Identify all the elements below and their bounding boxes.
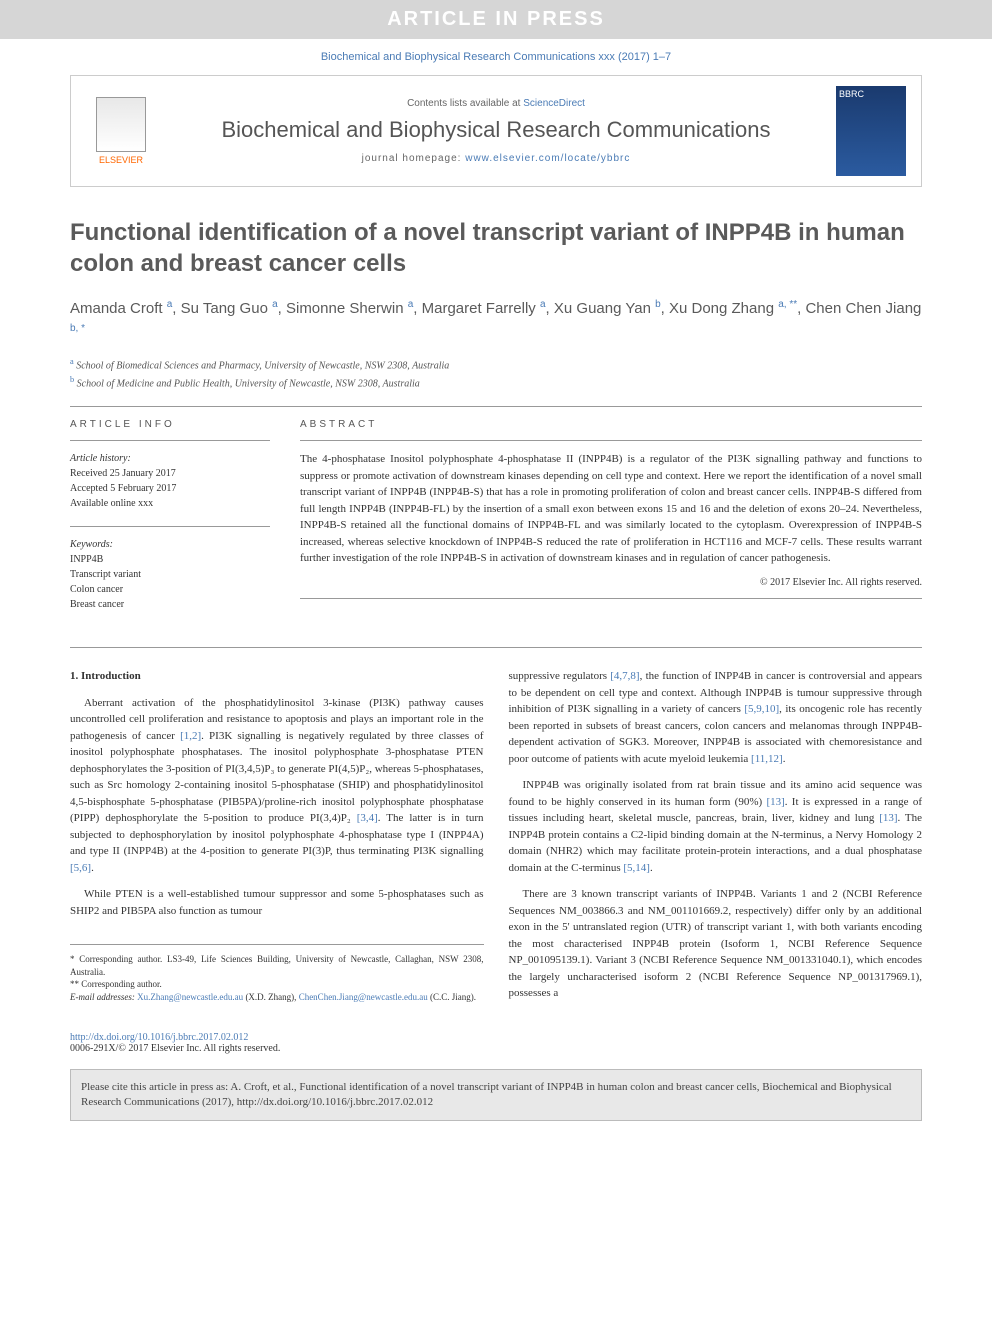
article-in-press-banner: ARTICLE IN PRESS (0, 0, 992, 39)
doi-block: http://dx.doi.org/10.1016/j.bbrc.2017.02… (70, 1032, 922, 1054)
body-paragraph: suppressive regulators [4,7,8], the func… (509, 668, 923, 767)
corresponding-author-2: ** Corresponding author. (70, 978, 484, 991)
article-title: Functional identification of a novel tra… (70, 217, 922, 279)
footnotes: * Corresponding author. LS3-49, Life Sci… (70, 944, 484, 1003)
affiliation-a: a School of Biomedical Sciences and Phar… (70, 356, 922, 373)
divider (70, 440, 270, 441)
publisher-name: ELSEVIER (99, 155, 143, 165)
accepted-date: Accepted 5 February 2017 (70, 481, 270, 496)
divider (70, 406, 922, 407)
body-paragraph: INPP4B was originally isolated from rat … (509, 777, 923, 876)
elsevier-tree-icon (96, 97, 146, 152)
keywords-block: Keywords: INPP4B Transcript variant Colo… (70, 537, 270, 612)
authors-list: Amanda Croft a, Su Tang Guo a, Simonne S… (70, 297, 922, 344)
abstract-column: ABSTRACT The 4-phosphatase Inositol poly… (300, 419, 922, 627)
email-link-1[interactable]: Xu.Zhang@newcastle.edu.au (137, 992, 243, 1002)
keyword: INPP4B (70, 552, 270, 567)
history-label: Article history: (70, 451, 270, 466)
abstract-heading: ABSTRACT (300, 419, 922, 430)
homepage-prefix: journal homepage: (362, 153, 466, 164)
contents-prefix: Contents lists available at (407, 98, 523, 109)
email-link-2[interactable]: ChenChen.Jiang@newcastle.edu.au (299, 992, 428, 1002)
right-column: suppressive regulators [4,7,8], the func… (509, 668, 923, 1012)
article-history: Article history: Received 25 January 201… (70, 451, 270, 511)
info-abstract-row: ARTICLE INFO Article history: Received 2… (70, 419, 922, 627)
divider (300, 440, 922, 441)
received-date: Received 25 January 2017 (70, 466, 270, 481)
divider (300, 598, 922, 599)
header-center: Contents lists available at ScienceDirec… (171, 98, 821, 164)
article-info-column: ARTICLE INFO Article history: Received 2… (70, 419, 270, 627)
intro-paragraph: Aberrant activation of the phosphatidyli… (70, 695, 484, 877)
cite-this-article-box: Please cite this article in press as: A.… (70, 1069, 922, 1122)
intro-paragraph: While PTEN is a well-established tumour … (70, 886, 484, 919)
article-front-matter: Functional identification of a novel tra… (70, 217, 922, 648)
top-citation: Biochemical and Biophysical Research Com… (0, 39, 992, 75)
introduction-heading: 1. Introduction (70, 668, 484, 685)
keyword: Colon cancer (70, 582, 270, 597)
abstract-text: The 4-phosphatase Inositol polyphosphate… (300, 451, 922, 567)
body-columns: 1. Introduction Aberrant activation of t… (70, 668, 922, 1012)
sciencedirect-link[interactable]: ScienceDirect (523, 98, 585, 109)
homepage-link[interactable]: www.elsevier.com/locate/ybbrc (465, 153, 630, 164)
email-label: E-mail addresses: (70, 992, 135, 1002)
elsevier-logo: ELSEVIER (86, 89, 156, 174)
body-paragraph: There are 3 known transcript variants of… (509, 886, 923, 1002)
email-addresses: E-mail addresses: Xu.Zhang@newcastle.edu… (70, 991, 484, 1004)
keyword: Transcript variant (70, 567, 270, 582)
journal-name: Biochemical and Biophysical Research Com… (171, 117, 821, 143)
doi-link[interactable]: http://dx.doi.org/10.1016/j.bbrc.2017.02… (70, 1032, 248, 1043)
divider (70, 526, 270, 527)
journal-header: ELSEVIER Contents lists available at Sci… (70, 75, 922, 187)
journal-cover: BBRC (836, 86, 906, 176)
abstract-copyright: © 2017 Elsevier Inc. All rights reserved… (300, 577, 922, 588)
email-who-2: (C.C. Jiang). (428, 992, 476, 1002)
corresponding-author-1: * Corresponding author. LS3-49, Life Sci… (70, 953, 484, 978)
email-who-1: (X.D. Zhang), (243, 992, 299, 1002)
available-date: Available online xxx (70, 496, 270, 511)
keyword: Breast cancer (70, 597, 270, 612)
contents-available: Contents lists available at ScienceDirec… (171, 98, 821, 109)
affiliation-b: b School of Medicine and Public Health, … (70, 374, 922, 391)
article-info-heading: ARTICLE INFO (70, 419, 270, 430)
keywords-label: Keywords: (70, 537, 270, 552)
divider (70, 647, 922, 648)
journal-homepage: journal homepage: www.elsevier.com/locat… (171, 153, 821, 164)
left-column: 1. Introduction Aberrant activation of t… (70, 668, 484, 1012)
issn-copyright: 0006-291X/© 2017 Elsevier Inc. All right… (70, 1043, 922, 1054)
affiliations: a School of Biomedical Sciences and Phar… (70, 356, 922, 391)
